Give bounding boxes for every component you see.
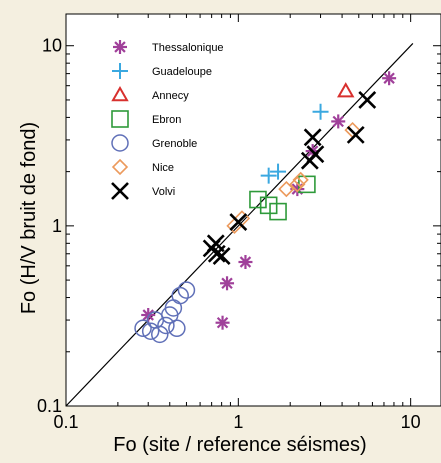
data-point xyxy=(270,163,287,180)
legend-item: Nice xyxy=(111,158,174,176)
legend-item: Ebron xyxy=(111,110,181,128)
y-tick-label: 1 xyxy=(52,216,62,236)
legend-marker xyxy=(113,40,127,54)
legend-marker xyxy=(111,85,129,102)
data-point xyxy=(151,325,169,344)
series-volvi xyxy=(202,91,377,265)
y-axis-title: Fo (H/V bruit de fond) xyxy=(18,122,40,314)
y-tick-label: 10 xyxy=(42,36,62,56)
legend-item: Grenoble xyxy=(111,134,197,152)
data-point xyxy=(141,322,160,340)
data-point xyxy=(358,91,377,109)
data-point xyxy=(303,128,322,147)
data-point xyxy=(212,247,231,265)
data-point xyxy=(346,125,365,144)
data-point xyxy=(260,167,277,184)
data-point xyxy=(164,299,183,317)
data-point xyxy=(177,281,196,299)
legend-item: Volvi xyxy=(111,182,175,200)
legend-marker xyxy=(111,134,129,152)
legend-item: Guadeloupe xyxy=(112,63,212,79)
data-point xyxy=(134,319,152,338)
legend-label: Thessalonique xyxy=(152,42,224,54)
data-point xyxy=(269,202,287,221)
legend-marker xyxy=(112,63,128,79)
legend: Thessalonique Guadeloupe Annecy Ebron Grenob… xyxy=(111,40,224,200)
data-point xyxy=(337,82,355,98)
legend-label: Nice xyxy=(152,162,174,174)
legend-label: Ebron xyxy=(152,114,181,126)
x-tick-label: 1 xyxy=(233,412,243,432)
data-point xyxy=(278,180,295,198)
data-point xyxy=(306,145,325,164)
data-point xyxy=(238,255,253,270)
data-point xyxy=(215,315,230,330)
x-axis-title: Fo (site / reference séismes) xyxy=(113,434,366,456)
series-nice xyxy=(226,121,361,234)
y-tick-label: 0.1 xyxy=(37,396,62,416)
data-point xyxy=(292,171,309,189)
series-guadeloupe xyxy=(260,103,329,184)
legend-label: Volvi xyxy=(152,186,175,198)
data-point xyxy=(331,114,346,129)
legend-label: Annecy xyxy=(152,90,189,102)
data-point xyxy=(382,71,397,86)
legend-label: Grenoble xyxy=(152,138,197,150)
series-layer xyxy=(134,71,397,344)
x-tick-label: 0.1 xyxy=(53,412,78,432)
data-point xyxy=(168,319,186,338)
legend-marker xyxy=(111,182,129,200)
legend-item: Thessalonique xyxy=(113,40,224,54)
data-point xyxy=(249,190,267,209)
data-point xyxy=(259,196,278,215)
axis-ticks xyxy=(65,14,441,407)
data-point xyxy=(157,316,175,335)
series-grenoble xyxy=(134,281,196,344)
series-annecy xyxy=(337,82,355,98)
data-point xyxy=(312,103,329,120)
legend-marker xyxy=(111,158,129,176)
data-point xyxy=(229,213,248,231)
data-point xyxy=(220,276,235,291)
legend-item: Annecy xyxy=(111,85,189,102)
tick-labels: 0.1 1 10 0.1 1 10 xyxy=(37,36,421,432)
legend-label: Guadeloupe xyxy=(152,66,212,78)
data-point xyxy=(289,176,306,193)
x-tick-label: 10 xyxy=(401,412,421,432)
data-point xyxy=(206,234,225,253)
legend-marker xyxy=(111,110,129,128)
